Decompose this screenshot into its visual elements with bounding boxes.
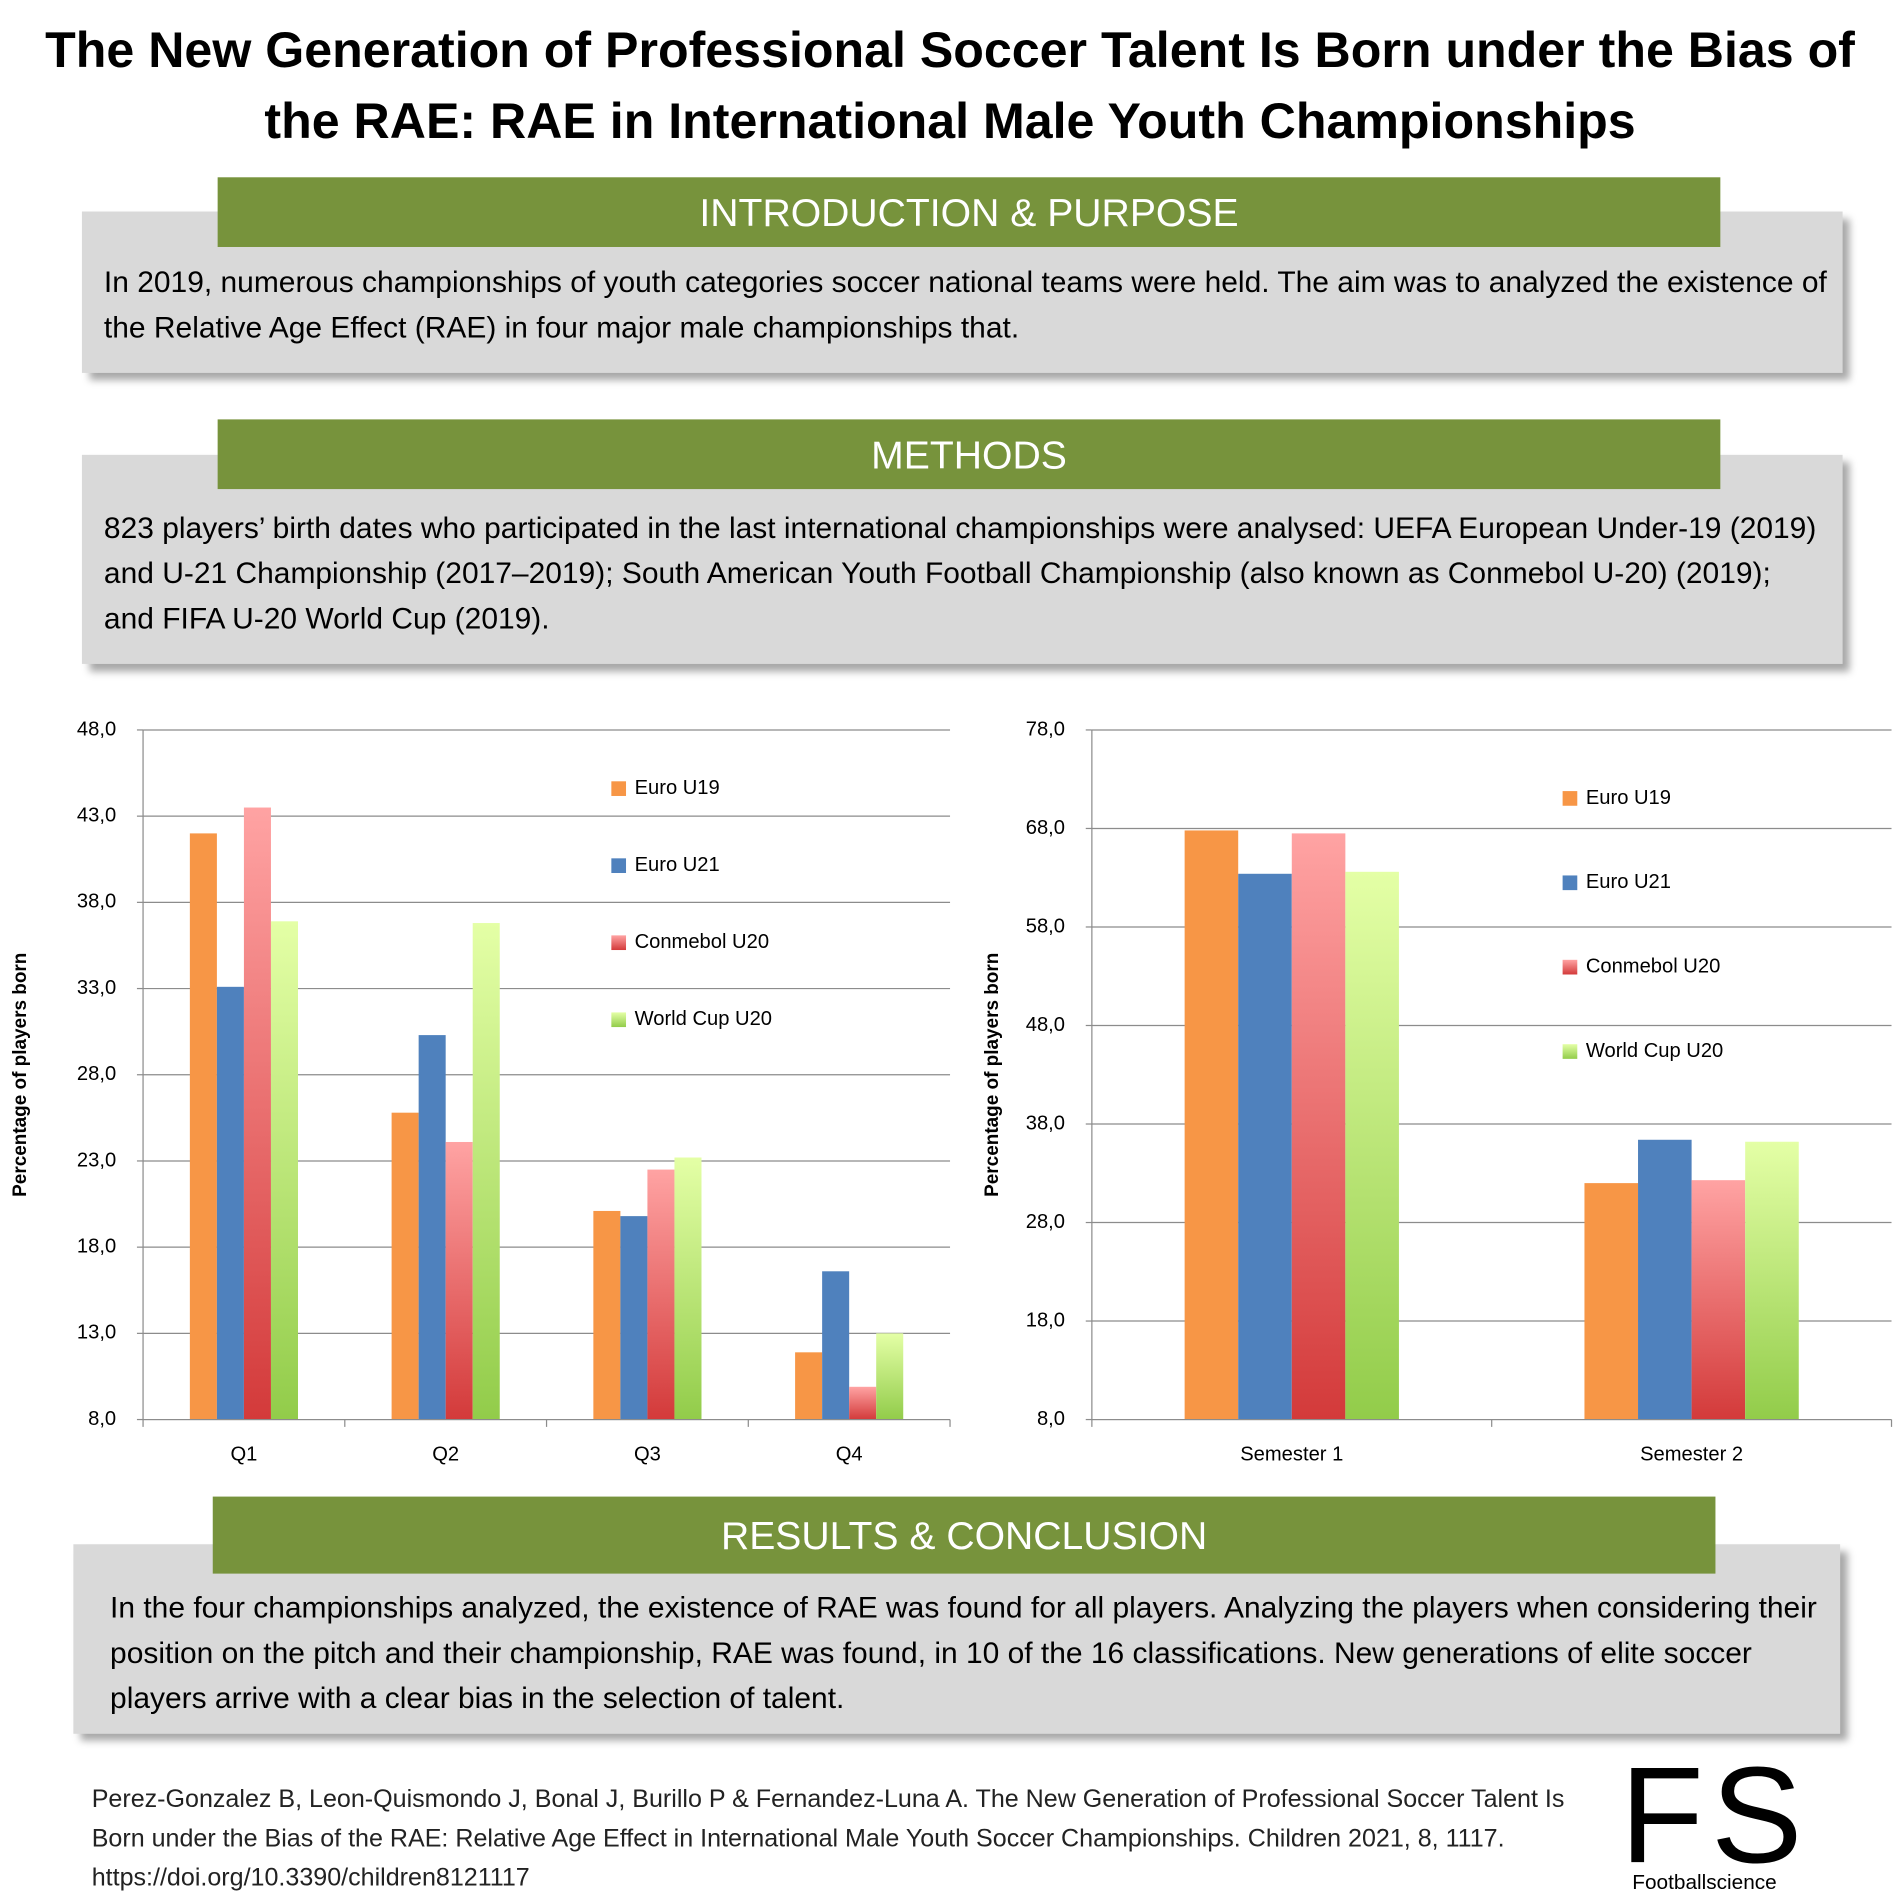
bar <box>418 1035 446 1420</box>
legend-marker <box>1562 791 1578 806</box>
legend-label: Euro U21 <box>635 854 720 876</box>
bar <box>472 923 500 1420</box>
y-tick-label: 48,0 <box>77 718 116 740</box>
bar <box>1745 1141 1799 1420</box>
x-tick-label: Q3 <box>634 1443 661 1465</box>
section-box: 823 players’ birth dates who participate… <box>81 454 1843 664</box>
logo-name: Footballscience <box>1632 1870 1777 1894</box>
bar <box>243 807 271 1420</box>
y-tick-label: 33,0 <box>77 977 116 999</box>
bar <box>1184 830 1239 1420</box>
bar <box>216 986 244 1420</box>
citation: Perez-Gonzalez B, Leon-Quismondo J, Bona… <box>91 1785 1565 1892</box>
x-tick-label: Q4 <box>836 1443 863 1465</box>
legend-marker <box>611 935 627 951</box>
bar <box>876 1333 904 1420</box>
y-tick-label: 18,0 <box>77 1235 116 1257</box>
legend-marker <box>1562 875 1578 891</box>
legend-label: World Cup U20 <box>1586 1040 1723 1062</box>
bar <box>593 1210 621 1420</box>
bar <box>1291 833 1346 1420</box>
legend-marker <box>611 1012 627 1028</box>
y-tick-label: 38,0 <box>1026 1112 1065 1134</box>
bar <box>189 833 217 1420</box>
section-heading: RESULTS & CONCLUSION <box>212 1496 1716 1574</box>
section-text: In 2019, numerous championships of youth… <box>103 266 1827 345</box>
bar <box>270 921 298 1420</box>
logo-mark: FS <box>1620 1738 1810 1892</box>
section-text: In the four championships analyzed, the … <box>110 1591 1817 1716</box>
y-tick-label: 28,0 <box>1026 1211 1065 1233</box>
bar <box>1638 1139 1692 1420</box>
legend-label: Conmebol U20 <box>635 931 769 953</box>
y-axis-title: Percentage of players born <box>982 953 1003 1197</box>
section-heading: METHODS <box>217 419 1721 490</box>
section-heading: INTRODUCTION & PURPOSE <box>217 177 1721 247</box>
y-tick-label: 8,0 <box>1037 1408 1065 1430</box>
y-tick-label: 58,0 <box>1026 915 1065 937</box>
legend-marker <box>1562 1044 1578 1059</box>
y-tick-label: 23,0 <box>77 1149 116 1171</box>
legend-marker <box>611 781 627 796</box>
bar <box>445 1141 473 1420</box>
section-box: In the four championships analyzed, the … <box>73 1544 1841 1734</box>
bar <box>1691 1180 1746 1420</box>
bar <box>822 1271 850 1420</box>
bar <box>849 1386 877 1420</box>
x-tick-label: Semester 1 <box>1240 1443 1343 1465</box>
legend-marker <box>1562 959 1578 975</box>
legend-label: Euro U21 <box>1586 871 1671 893</box>
poster-title: The New Generation of Professional Socce… <box>45 22 1855 150</box>
y-tick-label: 68,0 <box>1026 817 1065 839</box>
y-tick-label: 13,0 <box>77 1322 116 1344</box>
bar <box>1238 873 1292 1420</box>
bar <box>795 1352 823 1420</box>
y-tick-label: 38,0 <box>77 891 116 913</box>
legend-marker <box>611 858 627 874</box>
bar <box>391 1112 419 1420</box>
legend-label: Conmebol U20 <box>1586 955 1720 977</box>
legend-label: World Cup U20 <box>635 1008 772 1030</box>
y-tick-label: 43,0 <box>77 804 116 826</box>
y-tick-label: 8,0 <box>88 1408 116 1430</box>
x-tick-label: Semester 2 <box>1640 1443 1743 1465</box>
bar <box>674 1157 702 1420</box>
y-axis-title: Percentage of players born <box>10 953 31 1197</box>
bar <box>620 1216 648 1420</box>
bar <box>1584 1183 1639 1420</box>
bar <box>647 1169 675 1420</box>
section-text: 823 players’ birth dates who participate… <box>103 512 1817 636</box>
y-tick-label: 28,0 <box>77 1063 116 1085</box>
x-tick-label: Q2 <box>432 1443 459 1465</box>
legend-label: Euro U19 <box>1586 787 1671 809</box>
legend-label: Euro U19 <box>635 777 720 799</box>
y-tick-label: 48,0 <box>1026 1014 1065 1036</box>
y-tick-label: 78,0 <box>1026 718 1065 740</box>
y-tick-label: 18,0 <box>1026 1309 1065 1331</box>
x-tick-label: Q1 <box>230 1443 257 1465</box>
bar <box>1345 871 1399 1420</box>
